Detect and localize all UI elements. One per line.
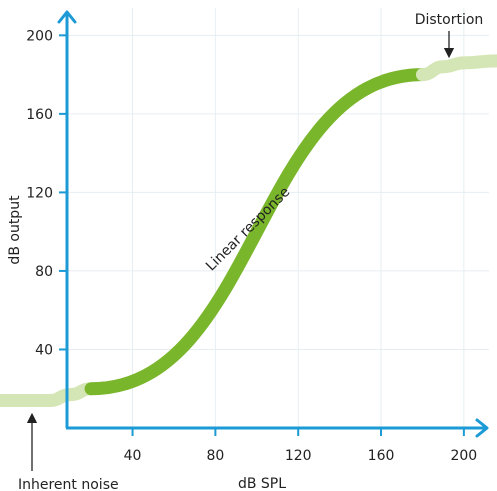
- axes: [57, 10, 489, 438]
- x-axis-arrowhead: [475, 418, 489, 438]
- y-tick-label: 80: [35, 264, 53, 280]
- x-tick-label: 160: [368, 448, 395, 464]
- y-tick-label: 160: [26, 107, 53, 123]
- series-line-distortion: [415, 54, 497, 82]
- series-line-linear: [84, 68, 429, 396]
- y-axis-arrowhead: [57, 10, 77, 24]
- y-tick-label: 120: [26, 185, 53, 201]
- distortion-label: Distortion: [415, 12, 484, 28]
- x-tick-label: 120: [285, 448, 312, 464]
- series-layer: [0, 54, 497, 408]
- inherent-noise-label: Inherent noise: [18, 477, 119, 491]
- x-axis-title: dB SPL: [238, 476, 286, 491]
- x-tick-label: 200: [450, 448, 477, 464]
- x-tick-label: 40: [124, 448, 142, 464]
- x-tick-label: 80: [206, 448, 224, 464]
- y-axis-title: dB output: [7, 195, 23, 265]
- y-tick-label: 200: [26, 28, 53, 44]
- series-line-noise-floor: [0, 382, 98, 408]
- y-tick-label: 40: [35, 342, 53, 358]
